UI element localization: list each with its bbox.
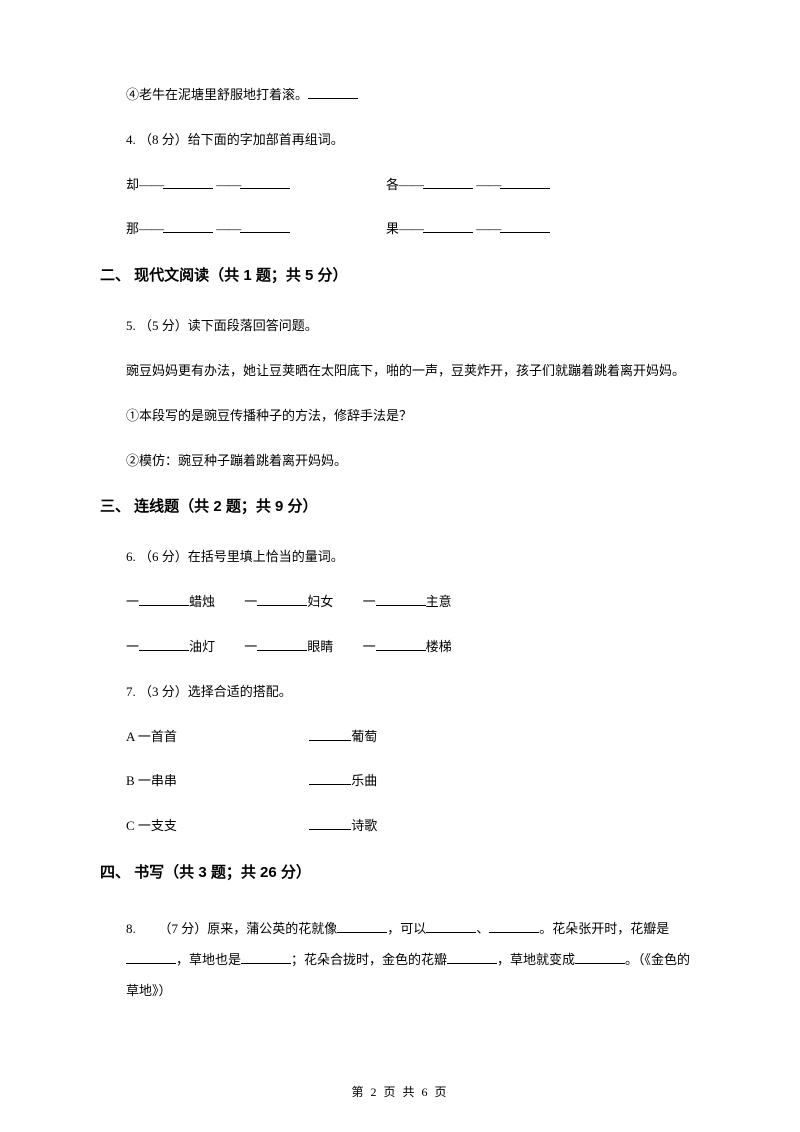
q6-label: 6. （6 分）在括号里填上恰当的量词。 bbox=[100, 547, 700, 568]
blank bbox=[309, 816, 351, 830]
blank bbox=[447, 950, 497, 964]
prefix: 一 bbox=[126, 594, 139, 609]
blank bbox=[423, 175, 473, 189]
blank bbox=[489, 919, 539, 933]
word: 主意 bbox=[426, 594, 452, 609]
q7-b-right: 乐曲 bbox=[351, 773, 377, 788]
q7-a-right: 葡萄 bbox=[351, 729, 377, 744]
q5-passage: 豌豆妈妈更有办法，她让豆荚晒在太阳底下，啪的一声，豆荚炸开，孩子们就蹦着跳着离开… bbox=[100, 361, 700, 382]
blank bbox=[337, 919, 387, 933]
q4-row1: 却—— —— 各—— —— bbox=[100, 175, 700, 196]
q4-char: 果 bbox=[386, 221, 399, 236]
q7-opt-a: A 一首首 葡萄 bbox=[100, 727, 700, 748]
q5-sub1: ①本段写的是豌豆传播种子的方法，修辞手法是？ bbox=[100, 406, 700, 427]
t: ，草地也是 bbox=[176, 952, 241, 967]
dash: —— bbox=[399, 177, 423, 192]
dash: —— bbox=[216, 221, 240, 236]
blank bbox=[163, 219, 213, 233]
blank bbox=[423, 219, 473, 233]
prefix: 一 bbox=[126, 639, 139, 654]
blank bbox=[139, 637, 189, 651]
q5-label: 5. （5 分）读下面段落回答问题。 bbox=[100, 316, 700, 337]
blank bbox=[126, 950, 176, 964]
q7-c-label: C 一支支 bbox=[126, 816, 306, 837]
blank bbox=[163, 175, 213, 189]
q5-sub2: ②模仿：豌豆种子蹦着跳着离开妈妈。 bbox=[100, 451, 700, 472]
document-content: ④老牛在泥塘里舒服地打着滚。 4. （8 分）给下面的字加部首再组词。 却—— … bbox=[100, 85, 700, 1007]
blank bbox=[257, 592, 307, 606]
blank bbox=[309, 771, 351, 785]
blank bbox=[376, 592, 426, 606]
dash: —— bbox=[476, 221, 500, 236]
q4-row2-right: 果—— —— bbox=[386, 219, 550, 240]
q3-item4: ④老牛在泥塘里舒服地打着滚。 bbox=[100, 85, 700, 106]
dash: —— bbox=[139, 177, 163, 192]
prefix: 一 bbox=[363, 594, 376, 609]
dash: —— bbox=[399, 221, 423, 236]
section4-header: 四、 书写（共 3 题；共 26 分） bbox=[100, 861, 700, 885]
t: ，可以 bbox=[387, 921, 426, 936]
word: 妇女 bbox=[307, 594, 333, 609]
q7-label: 7. （3 分）选择合适的搭配。 bbox=[100, 682, 700, 703]
dash: —— bbox=[139, 221, 163, 236]
section2-header: 二、 现代文阅读（共 1 题；共 5 分） bbox=[100, 264, 700, 288]
q7-b-label: B 一串串 bbox=[126, 771, 306, 792]
blank bbox=[376, 637, 426, 651]
q4-row1-left: 却—— —— bbox=[126, 175, 386, 196]
t: 。花朵张开时，花瓣是 bbox=[539, 921, 669, 936]
q4-char: 那 bbox=[126, 221, 139, 236]
q3-item4-text: ④老牛在泥塘里舒服地打着滚。 bbox=[126, 87, 308, 102]
t: 、 bbox=[476, 921, 489, 936]
q4-char: 各 bbox=[386, 177, 399, 192]
blank bbox=[257, 637, 307, 651]
blank bbox=[426, 919, 476, 933]
t: ，草地就变成 bbox=[497, 952, 575, 967]
dash: —— bbox=[476, 177, 500, 192]
q4-label: 4. （8 分）给下面的字加部首再组词。 bbox=[100, 130, 700, 151]
blank bbox=[500, 175, 550, 189]
q6-row1: 一 蜡烛 一 妇女 一 主意 bbox=[100, 592, 700, 613]
blank bbox=[139, 592, 189, 606]
q4-row1-right: 各—— —— bbox=[386, 175, 550, 196]
q6-row2: 一 油灯 一 眼睛 一 楼梯 bbox=[100, 637, 700, 658]
q8-prefix: 8. （7 分）原来，蒲公英的花就像 bbox=[126, 921, 337, 936]
q7-c-right: 诗歌 bbox=[351, 818, 377, 833]
blank bbox=[575, 950, 625, 964]
word: 眼睛 bbox=[307, 639, 333, 654]
prefix: 一 bbox=[244, 639, 257, 654]
q4-char: 却 bbox=[126, 177, 139, 192]
q7-opt-b: B 一串串 乐曲 bbox=[100, 771, 700, 792]
page-footer: 第 2 页 共 6 页 bbox=[0, 1083, 800, 1100]
q8-text: 8. （7 分）原来，蒲公英的花就像 ，可以 、 。花朵张开时，花瓣是 ，草地也是 ；花朵… bbox=[100, 913, 700, 1007]
blank bbox=[241, 950, 291, 964]
word: 蜡烛 bbox=[189, 594, 215, 609]
word: 油灯 bbox=[189, 639, 215, 654]
prefix: 一 bbox=[363, 639, 376, 654]
blank bbox=[308, 85, 358, 99]
prefix: 一 bbox=[244, 594, 257, 609]
blank bbox=[309, 727, 351, 741]
t: ；花朵合拢时，金色的花瓣 bbox=[291, 952, 447, 967]
q4-row2: 那—— —— 果—— —— bbox=[100, 219, 700, 240]
blank bbox=[240, 175, 290, 189]
blank bbox=[240, 219, 290, 233]
dash: —— bbox=[216, 177, 240, 192]
section3-header: 三、 连线题（共 2 题；共 9 分） bbox=[100, 495, 700, 519]
q7-a-label: A 一首首 bbox=[126, 727, 306, 748]
word: 楼梯 bbox=[426, 639, 452, 654]
q4-row2-left: 那—— —— bbox=[126, 219, 386, 240]
q7-opt-c: C 一支支 诗歌 bbox=[100, 816, 700, 837]
blank bbox=[500, 219, 550, 233]
